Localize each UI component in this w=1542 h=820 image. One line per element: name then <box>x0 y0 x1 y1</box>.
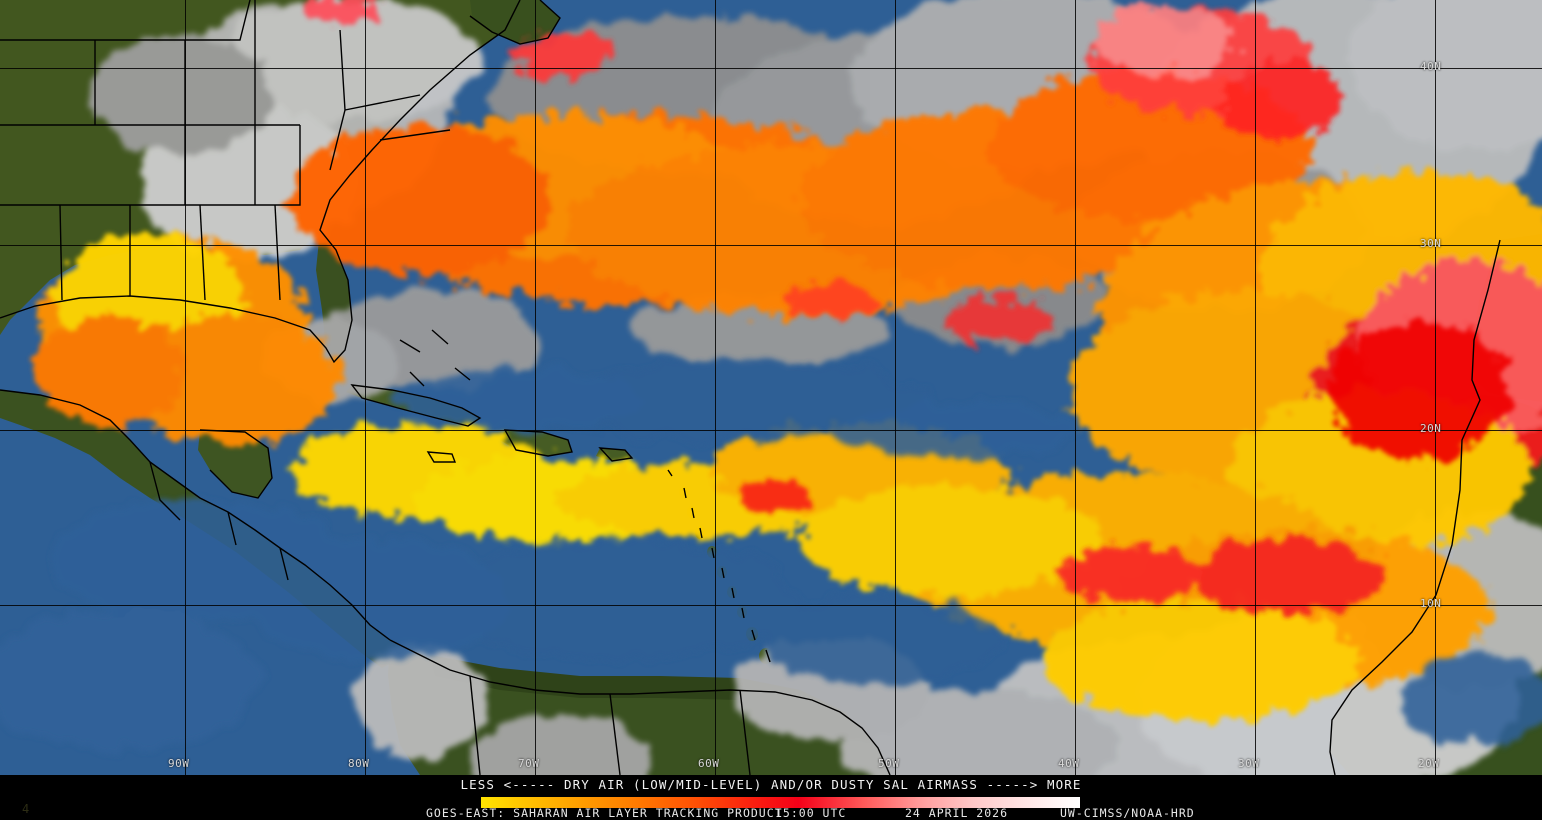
satellite-map[interactable]: 40N 30N 20N 10N 90W 80W 70W 60W 50W 40W … <box>0 0 1542 775</box>
caption-row: GOES-EAST: SAHARAN AIR LAYER TRACKING PR… <box>0 806 1542 820</box>
caption-product-title: GOES-EAST: SAHARAN AIR LAYER TRACKING PR… <box>426 806 783 820</box>
legend-title: LESS <----- DRY AIR (LOW/MID-LEVEL) AND/… <box>460 777 1082 792</box>
caption-date: 24 APRIL 2026 <box>905 806 1009 820</box>
intensity-colorbar <box>481 797 1080 808</box>
frame-counter: 4 <box>22 802 30 816</box>
caption-time: 15:00 UTC <box>775 806 847 820</box>
caption-credit: UW-CIMSS/NOAA-HRD <box>1060 806 1195 820</box>
coastline-border-layer <box>0 0 1501 775</box>
